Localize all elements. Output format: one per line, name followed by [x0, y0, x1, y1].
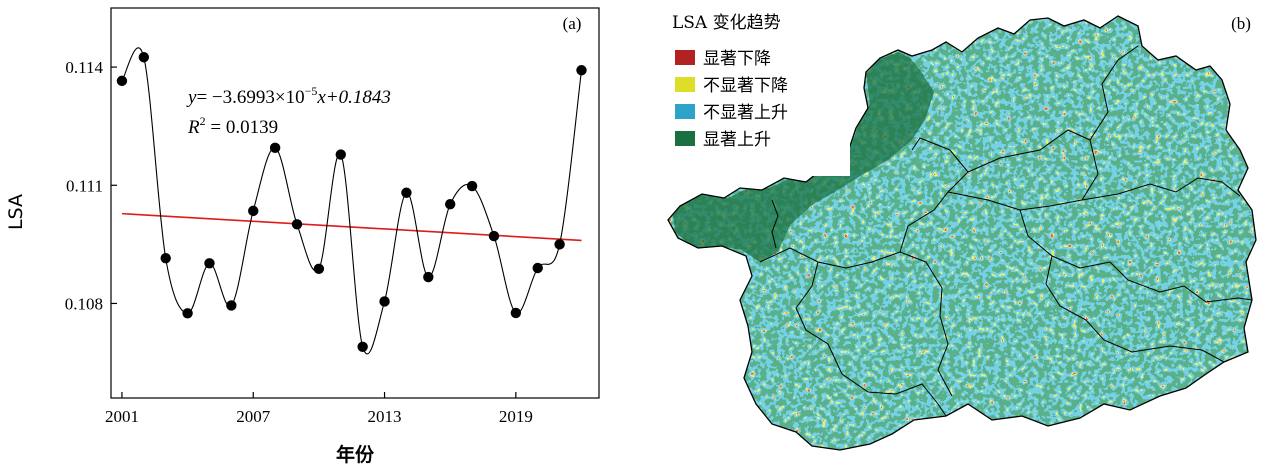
legend-label: 显著上升 [703, 130, 771, 150]
r2-prefix: R [187, 117, 200, 138]
y-tick-label: 0.114 [65, 58, 103, 77]
legend-item: 显著上升 [675, 130, 771, 150]
data-point [269, 142, 281, 154]
legend-label: 显著下降 [703, 49, 771, 69]
boundary-line [899, 137, 969, 253]
y-axis-title: LSA [5, 194, 27, 230]
legend-swatch [675, 77, 695, 92]
series-line-lsa [121, 47, 583, 355]
data-point [466, 180, 478, 192]
legend-swatch [675, 104, 695, 119]
panel-label-a: (a) [563, 14, 582, 33]
y-tick-label: 0.108 [65, 294, 103, 313]
x-tick-label: 2019 [499, 407, 533, 426]
boundary-line [1019, 209, 1225, 363]
prefecture-boundaries [759, 45, 1253, 417]
data-point [335, 149, 346, 160]
data-points [116, 52, 587, 352]
legend-swatch [675, 131, 695, 146]
eq-prefix: y [186, 87, 197, 108]
data-point [357, 341, 368, 352]
x-tick-label: 2001 [105, 407, 139, 426]
data-point [116, 75, 128, 87]
data-point [379, 296, 390, 307]
axis-ticks [111, 66, 517, 398]
series-line-linear-fit [121, 212, 582, 242]
legend-label: 不显著上升 [703, 103, 788, 123]
legend-item: 不显著上升 [675, 103, 788, 123]
r2-value: = 0.0139 [206, 117, 278, 138]
boundary-line [771, 199, 779, 249]
western-highland-patch [672, 52, 934, 262]
data-point [160, 252, 171, 264]
data-point [204, 258, 215, 269]
eq-exp: −5 [305, 84, 318, 98]
y-tick-label: 0.111 [66, 176, 103, 195]
boundary-line [1081, 45, 1139, 201]
data-point [576, 65, 587, 76]
data-point [532, 262, 543, 274]
legend-swatch [675, 50, 695, 65]
x-tick-label: 2007 [236, 407, 271, 426]
x-tick-label: 2013 [368, 407, 402, 426]
plot-frame [110, 7, 600, 399]
data-point [554, 239, 565, 250]
legend-title: LSA 变化趋势 [672, 13, 781, 33]
eq-suffix: x+0.1843 [316, 87, 391, 108]
boundary-line [925, 261, 953, 397]
data-point [182, 308, 193, 319]
r-squared: R2 = 0.0139 [187, 114, 278, 138]
x-tick-labels: 2001 2007 2013 2019 [105, 407, 533, 426]
data-point [226, 300, 237, 311]
data-point [313, 263, 325, 274]
eq-mid: = −3.6993×10 [196, 87, 304, 108]
legend-item: 不显著下降 [675, 76, 788, 96]
data-point [401, 187, 412, 198]
series-curve-group [121, 47, 583, 355]
legend-item: 显著下降 [675, 49, 771, 69]
boundary-line [1051, 255, 1253, 303]
data-point [291, 219, 303, 230]
data-point [138, 52, 150, 63]
data-point [423, 271, 434, 283]
y-tick-labels: 0.108 0.111 0.114 [65, 58, 104, 313]
data-point [488, 230, 500, 242]
x-axis-title: 年份 [336, 443, 375, 466]
data-point [510, 307, 522, 319]
boundary-line [795, 261, 947, 417]
boundary-line [947, 177, 1241, 211]
data-point [444, 198, 456, 210]
fit-line-group [121, 212, 582, 242]
r2-sup: 2 [200, 114, 206, 128]
regression-equation: y= −3.6993×10−5x+0.1843 [186, 84, 391, 108]
panel-label-b: (b) [1231, 14, 1251, 33]
legend-label: 不显著下降 [703, 76, 788, 96]
data-point [248, 205, 259, 217]
boundary-line [967, 129, 1091, 173]
